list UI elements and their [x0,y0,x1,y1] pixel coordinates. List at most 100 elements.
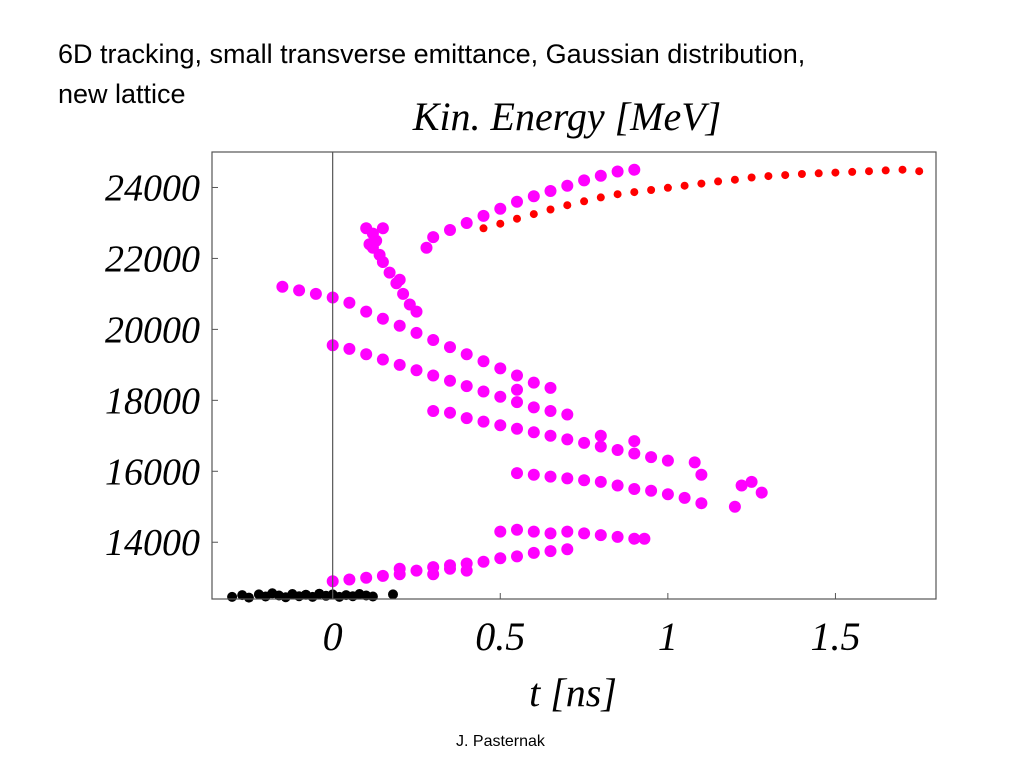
data-point [594,529,607,542]
data-point [293,284,306,297]
x-tick-label: 1 [658,614,678,659]
data-point [594,475,607,488]
data-point [343,342,356,355]
data-point [393,273,406,286]
x-axis: 0 0.5 1 1.5 [323,593,860,659]
y-tick-label: 18000 [105,380,200,422]
x-tick-label: 0.5 [475,614,525,659]
data-point [647,186,656,194]
data-point [460,564,473,577]
data-point [628,435,641,448]
x-tick-label: 0 [323,614,343,659]
data-point [276,280,289,293]
y-tick-label: 14000 [105,522,200,564]
data-point [393,562,406,575]
data-point [561,472,574,485]
data-point [561,525,574,538]
data-point [444,562,456,575]
data-point [527,190,540,203]
data-point [410,305,423,318]
data-point [444,406,456,419]
data-point [561,543,574,556]
data-point [343,296,356,309]
author-footer: J. Pasternak [456,733,545,750]
data-point [544,185,557,197]
data-point [360,305,373,318]
data-point [494,362,507,375]
data-point [427,568,440,581]
data-point [544,429,557,442]
series-1 [479,165,924,233]
data-point [360,571,373,584]
data-point [477,385,490,398]
data-point [730,175,739,184]
data-point [494,419,507,432]
data-point [563,201,572,210]
data-point [728,500,741,513]
data-point [578,436,591,449]
data-point [561,179,574,192]
data-point [376,353,389,366]
data-point [661,454,674,467]
series-2 [276,163,768,588]
data-point [747,173,756,182]
data-point [781,171,790,180]
data-point [383,266,396,279]
data-point [638,532,651,545]
data-point [527,376,540,389]
data-point [393,319,406,332]
data-point [410,564,423,577]
data-point [678,491,691,504]
data-point [477,415,490,428]
data-point [427,369,440,382]
data-point [427,334,440,346]
data-point [388,589,398,600]
data-point [360,348,373,361]
data-point [444,341,456,354]
data-point [611,479,624,492]
data-point [513,214,521,223]
y-tick-label: 24000 [105,167,200,209]
data-point [410,326,423,339]
data-point [494,525,507,538]
data-point [527,401,540,414]
data-point [544,381,557,394]
data-point [764,172,773,181]
slide-title: 6D tracking, small transverse emittance,… [58,34,1018,114]
data-point [580,197,589,206]
data-point [613,190,622,199]
data-point [645,484,658,497]
data-point [444,224,456,236]
data-point [227,591,238,602]
data-point [865,167,873,176]
data-point [594,440,607,453]
data-point [594,429,607,442]
data-point [611,444,624,456]
data-point [695,468,708,481]
data-point [755,486,768,499]
data-point [511,550,523,563]
data-point [745,475,758,488]
data-point [511,369,523,382]
data-point [511,523,523,536]
data-point [460,348,473,361]
data-point [881,166,890,175]
data-point [544,527,557,540]
data-point [376,569,389,582]
data-point [527,546,540,559]
data-point [628,163,641,176]
data-point [578,527,591,540]
data-point [376,312,389,325]
data-point [427,405,440,417]
data-point [611,530,624,543]
y-tick-label: 20000 [105,309,200,351]
data-point [511,467,523,480]
data-point [628,447,641,460]
data-point [544,405,557,417]
data-point [494,202,507,215]
data-point [645,451,658,464]
data-point [915,167,924,176]
data-point [814,169,823,178]
data-point [630,188,639,197]
